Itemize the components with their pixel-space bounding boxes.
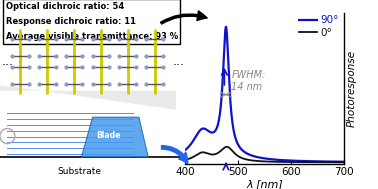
X-axis label: λ [nm]: λ [nm] — [246, 179, 283, 189]
90° — [224, 26, 228, 28]
0° — [201, 151, 206, 153]
90° — [201, 127, 206, 130]
Line: 90°: 90° — [185, 27, 344, 162]
90° — [322, 160, 326, 163]
Text: ...: ... — [2, 55, 14, 68]
90° — [211, 131, 215, 134]
90° — [339, 161, 343, 163]
0° — [211, 153, 215, 156]
0° — [339, 161, 343, 163]
Legend: 90°, 0°: 90°, 0° — [299, 15, 339, 38]
Text: Blade: Blade — [96, 131, 121, 140]
Polygon shape — [82, 117, 148, 157]
0° — [322, 161, 326, 163]
Polygon shape — [0, 85, 176, 110]
Line: 0°: 0° — [185, 147, 344, 162]
90° — [244, 152, 248, 154]
0° — [225, 146, 229, 148]
0° — [342, 161, 346, 163]
0° — [251, 160, 255, 162]
Text: FWHM:
14 nm: FWHM: 14 nm — [231, 70, 265, 92]
Text: Optical dichroic ratio: 54
Response dichroic ratio: 11
Average visible transmitt: Optical dichroic ratio: 54 Response dich… — [6, 2, 178, 42]
90° — [251, 155, 255, 157]
0° — [183, 159, 187, 161]
Text: ...: ... — [172, 55, 184, 68]
90° — [183, 149, 187, 151]
90° — [342, 161, 346, 163]
Y-axis label: Photoresponse: Photoresponse — [347, 50, 357, 127]
Text: Substrate: Substrate — [57, 167, 102, 176]
0° — [244, 158, 248, 160]
